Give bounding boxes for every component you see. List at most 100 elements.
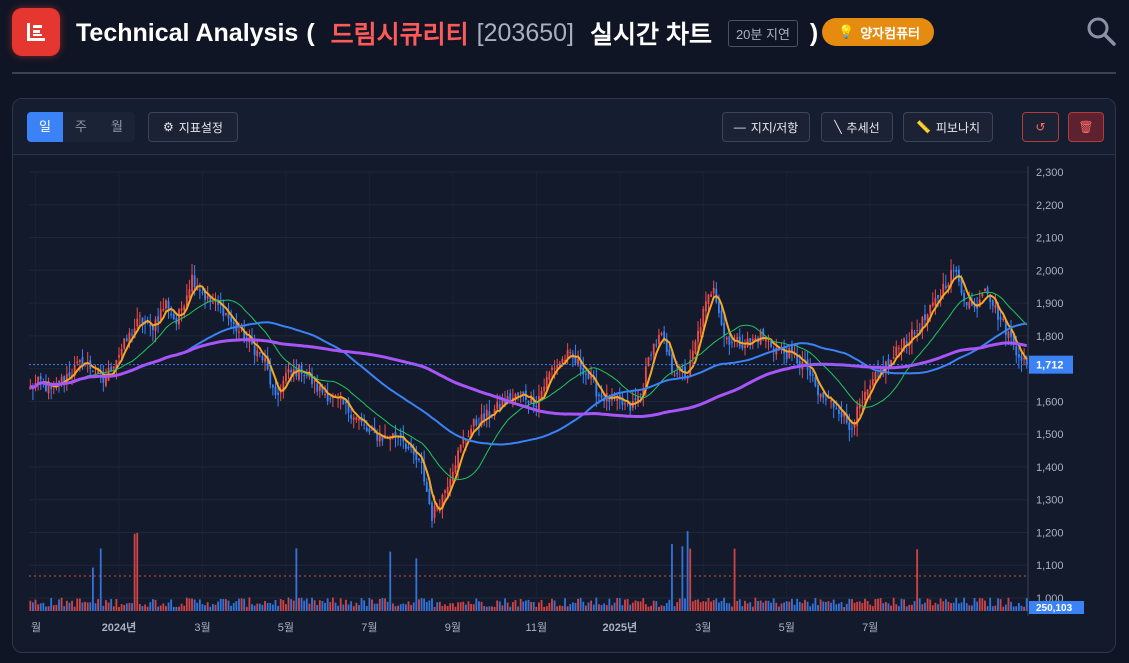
volume-bar [733,548,736,611]
volume-bar [415,558,418,611]
theme-badge-quantum[interactable]: 💡 양자컴퓨터 [822,18,934,46]
period-month-button[interactable]: 월 [111,119,123,134]
stock-chart[interactable]: 1,0001,1001,2001,3001,4001,5001,6001,700… [13,156,1115,653]
candle-body [968,301,971,309]
volume-bar [530,602,533,611]
y-tick-label: 1,600 [1036,396,1064,408]
x-tick-label: 9월 [445,621,461,634]
y-tick-label: 1,900 [1036,298,1064,310]
fibonacci-button[interactable]: 📏 피보나치 [903,112,993,142]
volume-bar [869,604,872,611]
delete-button[interactable]: 🗑 [1068,112,1104,142]
volume-bar [410,604,413,611]
app-logo[interactable] [12,8,60,56]
volume-bar [201,603,204,611]
volume-bar [608,598,611,611]
indicator-settings-button[interactable]: ⚙ 지표설정 [148,112,238,142]
candle-body [587,371,590,379]
volume-bar [621,605,624,611]
volume-bar [548,602,551,611]
volume-bar [832,599,835,611]
candle-body [94,373,97,375]
volume-bar [952,602,955,611]
volume-bar [339,598,342,611]
candle-body [890,359,892,368]
volume-bar [470,603,473,611]
volume-bar [384,598,386,611]
header: Technical Analysis ( 드림시큐리티 [203650] 실시간… [0,0,1129,72]
volume-bar [308,603,311,611]
candle-body [431,502,433,521]
x-tick-label: 7월 [361,621,377,634]
volume-bar [89,602,92,611]
candle-body [1002,318,1005,321]
volume-bar [112,606,115,611]
candle-body [744,345,746,349]
support-resistance-button[interactable]: — 지지/저항 [722,112,810,142]
ruler-icon: 📏 [915,120,931,134]
volume-bar [141,606,144,611]
candle-body [822,392,825,398]
volume-bar [663,605,666,611]
candle-body [598,394,600,396]
candle-body [415,453,418,461]
volume-bar [449,603,452,611]
candle-body [986,287,989,295]
candle-body [412,448,415,455]
volume-bar [788,601,791,611]
candle-body [63,376,66,382]
horizontal-line-icon: — [733,120,746,134]
volume-bar [480,601,483,611]
volume-bar [723,597,726,611]
volume-bar [699,602,702,611]
volume-bar [991,606,994,611]
volume-bar [717,602,720,611]
candle-body [91,370,94,372]
volume-bar [871,606,874,611]
period-week-button[interactable]: 주 [75,119,87,134]
period-day-button[interactable]: 일 [27,112,63,142]
volume-bar [1017,602,1020,611]
candle-body [686,377,689,379]
candle-body [230,317,233,322]
volume-bar [290,599,293,611]
volume-bar [167,602,170,611]
title-close-paren: ) [809,18,819,47]
title-text: Technical Analysis [76,18,299,47]
candle-body [425,481,428,492]
volume-bar [55,604,58,611]
volume-bar [577,598,579,611]
candle-body [269,369,272,385]
volume-bar [879,598,882,611]
volume-bar [363,600,366,611]
volume-bar [170,599,173,611]
candle-body [798,360,801,367]
search-button[interactable] [1085,15,1117,47]
page-title: Technical Analysis ( 드림시큐리티 [203650] 실시간… [76,14,818,52]
volume-bar [824,602,827,611]
trendline-label: 추세선 [846,120,880,135]
volume-bar [157,606,160,611]
volume-bar [433,606,436,611]
company-name: 드림시큐리티 [330,21,469,49]
candle-body [934,297,937,306]
volume-bar [277,605,280,611]
volume-bar [149,602,152,611]
x-tick-label: 5월 [278,621,294,634]
trendline-button[interactable]: ╲ 추세선 [821,112,893,142]
candle-body [178,309,180,325]
candle-body [723,322,726,337]
candle-body [843,413,846,417]
candle-body [501,400,504,406]
candle-body [1023,358,1026,360]
volume-bar [76,598,79,611]
volume-bar [624,599,626,611]
undo-button[interactable]: ↺ [1022,112,1059,142]
volume-bar [436,602,439,611]
y-tick-label: 2,000 [1036,265,1064,277]
candle-body [185,295,188,307]
volume-bar [258,603,261,611]
candle-body [931,302,934,306]
volume-bar [376,603,379,611]
volume-bar [222,598,225,611]
